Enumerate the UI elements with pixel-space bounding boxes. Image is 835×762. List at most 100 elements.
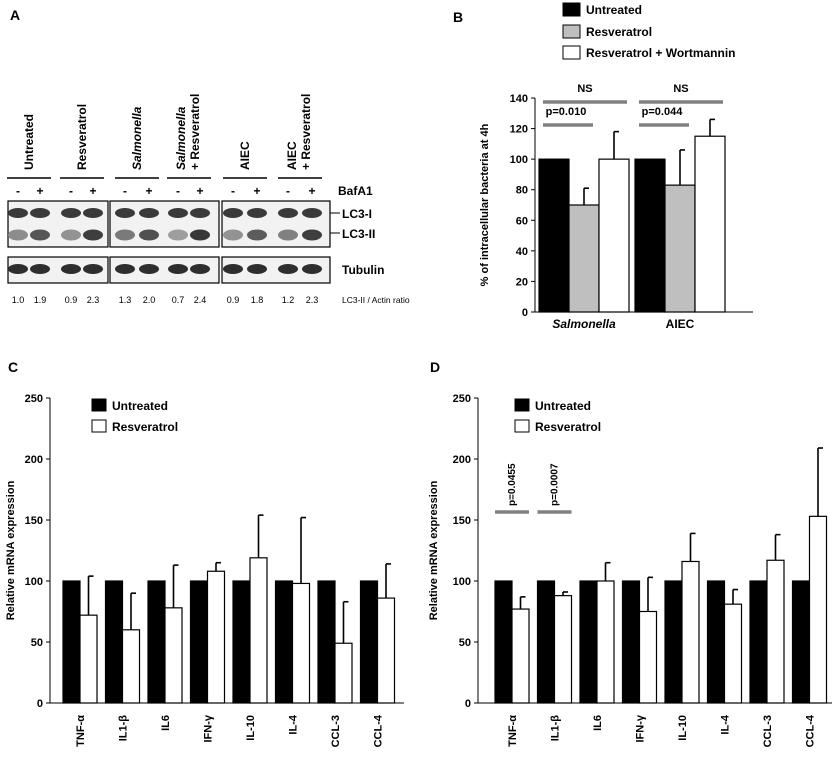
legend-label: Resveratrol <box>112 420 178 434</box>
legend-swatch <box>562 24 581 39</box>
lc3-i-band <box>139 208 159 218</box>
lc3-ii-band <box>168 229 188 241</box>
bar <box>376 597 396 704</box>
y-tick-label: 50 <box>31 637 43 649</box>
chart-c: 0 50 100 150 200 250 Relative mRNA expression T… <box>5 393 404 747</box>
lane-title-text: + Resveratrol <box>188 94 202 170</box>
y-tick-label: 100 <box>453 576 471 588</box>
chart-b: 0 20 40 60 80 100 120 140 % of intracellular bac… <box>479 2 753 331</box>
x-tick-label: CCL-4 <box>805 714 817 747</box>
bar <box>79 614 98 704</box>
lane-title: AIEC + Resveratrol <box>285 94 313 170</box>
x-tick-label: TNF-α <box>75 715 87 747</box>
lc3-ii-band <box>247 229 267 241</box>
bar <box>579 580 598 704</box>
bar <box>291 582 311 704</box>
bar <box>189 580 209 704</box>
y-tick-label: 0 <box>465 698 471 710</box>
x-tick-label: IL-10 <box>245 715 257 741</box>
tubulin-band <box>247 264 267 274</box>
bar <box>538 158 570 313</box>
lane-title: Resveratrol <box>75 104 89 170</box>
lc3-i-label: LC3-I <box>342 207 372 221</box>
significance-label: p=0.0007 <box>550 463 561 506</box>
ratio-value: 1.9 <box>34 295 47 305</box>
bar <box>749 580 768 704</box>
lc3-i-band <box>247 208 267 218</box>
y-tick-label: 250 <box>25 393 43 405</box>
bar <box>232 580 251 704</box>
legend-swatch <box>562 2 581 17</box>
chart-d: 0 50 100 150 200 250 Relative mRNA expression T… <box>428 393 832 747</box>
bar <box>791 580 811 704</box>
x-tick-label: IL-4 <box>720 714 732 734</box>
lane-title: Salmonella + Resveratrol <box>174 94 202 170</box>
y-tick-label: 200 <box>453 454 471 466</box>
ratio-value: 2.3 <box>87 295 100 305</box>
lc3-ii-band <box>115 229 135 241</box>
lc3-i-band <box>83 208 103 218</box>
lc3-i-band <box>302 208 322 218</box>
panel-letter-c: C <box>8 359 18 375</box>
lc3-ii-band <box>278 229 298 241</box>
panel-letter-b: B <box>453 9 463 25</box>
tubulin-band <box>139 264 159 274</box>
bar <box>664 184 696 313</box>
x-tick-label: IL6 <box>592 715 604 731</box>
bafa1-sign: + <box>196 184 203 198</box>
lc3-ii-band <box>190 229 210 241</box>
bar <box>317 580 336 704</box>
y-tick-label: 120 <box>510 124 528 136</box>
lane-title-text: Untreated <box>22 114 36 170</box>
ratio-value: 1.8 <box>251 295 264 305</box>
lc3-ii-band <box>61 229 81 241</box>
bar <box>494 580 513 704</box>
ratio-value: 1.0 <box>12 295 25 305</box>
bafa1-sign: - <box>286 184 290 198</box>
bar <box>147 580 166 704</box>
legend-label: Resveratrol <box>535 420 601 434</box>
legend-label: Resveratrol <box>586 25 652 39</box>
tubulin-band <box>190 264 210 274</box>
bar <box>536 580 556 704</box>
bafa1-sign: + <box>253 184 260 198</box>
bar <box>334 642 353 704</box>
x-tick-label: CCL-3 <box>762 715 774 747</box>
bar <box>598 158 630 313</box>
bar <box>104 580 124 704</box>
ratio-value: 2.0 <box>143 295 156 305</box>
lane-title-text: Salmonella <box>130 106 144 170</box>
ratio-value: 1.2 <box>282 295 295 305</box>
y-tick-label: 150 <box>25 515 43 527</box>
tubulin-band <box>168 264 188 274</box>
lane-title: AIEC <box>238 141 252 170</box>
y-tick-label: 0 <box>522 307 528 319</box>
tubulin-band <box>278 264 298 274</box>
bar <box>568 204 600 313</box>
significance-label: p=0.010 <box>546 106 587 118</box>
ratio-label: LC3-II / Actin ratio <box>342 295 410 305</box>
lc3-ii-label: LC3-II <box>342 227 375 241</box>
bar <box>766 559 785 704</box>
x-tick-label: AIEC <box>666 317 695 331</box>
lc3-i-band <box>190 208 210 218</box>
bafa1-sign: - <box>69 184 73 198</box>
bar <box>638 610 658 704</box>
tubulin-band <box>8 264 28 274</box>
lc3-i-band <box>30 208 50 218</box>
legend-swatch <box>514 398 530 412</box>
y-tick-label: 250 <box>453 393 471 405</box>
y-tick-label: 80 <box>516 185 528 197</box>
y-tick-label: 0 <box>37 698 43 710</box>
tubulin-label: Tubulin <box>342 263 384 277</box>
x-tick-label: TNF-α <box>507 715 519 747</box>
legend-swatch <box>91 419 107 433</box>
y-tick-label: 140 <box>510 93 528 105</box>
y-axis-label: Relative mRNA expression <box>5 480 17 620</box>
y-tick-label: 20 <box>516 276 528 288</box>
lc3-ii-band <box>302 229 322 241</box>
western-blot-panel: Untreated Resveratrol Salmonella Salmonella… <box>7 94 410 305</box>
lc3-i-band <box>223 208 243 218</box>
lane-title: Salmonella <box>130 106 144 170</box>
y-axis-label: Relative mRNA expression <box>428 480 440 620</box>
